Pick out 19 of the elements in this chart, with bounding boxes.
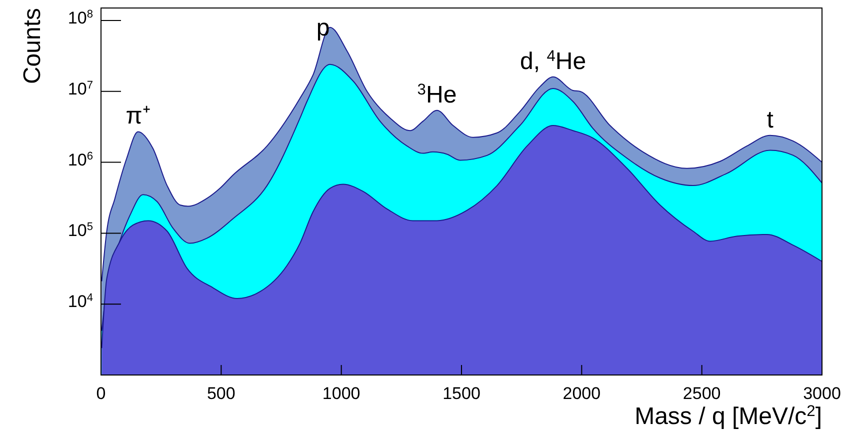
annotation: d, $^{4}$He (520, 47, 586, 75)
y-tick-label: 10$^{8}$ (68, 8, 93, 28)
annotation: t (766, 106, 774, 134)
annotation: $^{3}$He (417, 80, 457, 108)
x-tick-label: 1000 (322, 384, 360, 403)
x-axis-title: Mass / q [MeV/c$^{2}$] (634, 402, 822, 430)
y-tick-label: 10$^{4}$ (68, 292, 93, 312)
y-tick-label: 10$^{7}$ (68, 79, 93, 98)
annotation: p (316, 14, 330, 42)
x-tick-label: 2000 (562, 384, 601, 403)
y-tick-label: 10$^{5}$ (68, 221, 93, 240)
y-axis-title: Counts (19, 8, 46, 84)
x-tick-label: 2500 (682, 384, 721, 403)
y-tick-label: 10$^{6}$ (68, 150, 93, 170)
x-tick-label: 3000 (803, 384, 841, 403)
x-tick-label: 500 (206, 384, 236, 403)
x-tick-label: 1500 (442, 384, 480, 403)
annotation: π⁺ (126, 102, 150, 130)
x-tick-label: 0 (96, 384, 106, 403)
